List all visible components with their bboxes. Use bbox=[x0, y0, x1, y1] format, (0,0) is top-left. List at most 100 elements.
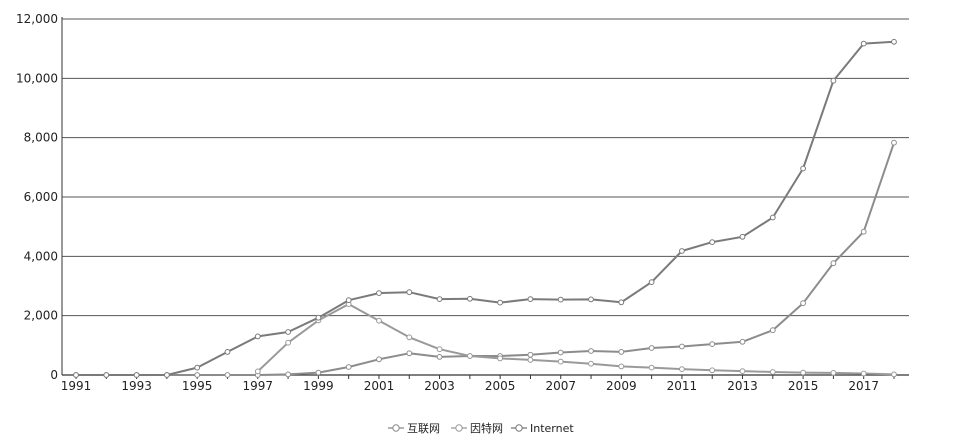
data-point bbox=[739, 368, 746, 375]
data-point bbox=[406, 289, 413, 296]
x-tick-label: 2009 bbox=[606, 379, 637, 393]
data-point bbox=[467, 295, 473, 302]
data-point bbox=[891, 38, 897, 45]
data-point bbox=[679, 343, 685, 350]
x-tick-label: 1999 bbox=[303, 379, 334, 393]
data-point bbox=[557, 349, 564, 356]
legend-label: Internet bbox=[530, 422, 574, 435]
x-tick-label: 1995 bbox=[182, 379, 213, 393]
data-point bbox=[618, 299, 625, 306]
data-point bbox=[194, 364, 201, 371]
x-tick-label: 2003 bbox=[424, 379, 455, 393]
data-point bbox=[588, 360, 594, 367]
data-point bbox=[709, 239, 716, 246]
x-tick-label: 1997 bbox=[243, 379, 274, 393]
legend-marker-point bbox=[515, 424, 523, 432]
data-point bbox=[285, 339, 292, 346]
data-point bbox=[769, 369, 776, 375]
data-point bbox=[769, 327, 776, 334]
y-tick-label: 10,000 bbox=[16, 71, 58, 85]
grid-lines bbox=[62, 18, 909, 317]
data-point bbox=[830, 77, 837, 84]
data-point bbox=[315, 369, 322, 376]
data-point bbox=[194, 372, 201, 378]
data-point bbox=[800, 165, 806, 172]
data-point bbox=[588, 296, 594, 303]
x-tick-label: 2015 bbox=[788, 379, 819, 393]
y-tick-label: 12,000 bbox=[16, 12, 58, 26]
data-point bbox=[285, 371, 292, 378]
data-point bbox=[224, 349, 231, 355]
data-point bbox=[860, 228, 867, 235]
data-point bbox=[376, 356, 382, 363]
x-tick-label: 2013 bbox=[727, 379, 758, 393]
data-point bbox=[527, 357, 534, 363]
data-point bbox=[648, 279, 655, 286]
data-point bbox=[800, 369, 806, 376]
data-point bbox=[709, 367, 716, 374]
series-line-1 bbox=[76, 142, 895, 376]
data-point bbox=[436, 346, 443, 353]
data-point bbox=[497, 299, 504, 306]
data-point bbox=[891, 139, 897, 146]
data-point bbox=[709, 341, 716, 348]
legend-marker-point bbox=[455, 424, 463, 432]
data-point bbox=[557, 358, 564, 365]
y-tick-label: 6,000 bbox=[24, 190, 58, 204]
data-point bbox=[224, 372, 231, 378]
data-point bbox=[285, 329, 292, 335]
x-tick-label: 2005 bbox=[485, 379, 516, 393]
x-tick-label: 2007 bbox=[545, 379, 576, 393]
data-point bbox=[891, 371, 897, 378]
data-point bbox=[467, 353, 473, 359]
data-point bbox=[103, 372, 110, 378]
data-point bbox=[739, 233, 746, 240]
data-point bbox=[73, 372, 79, 378]
data-point bbox=[345, 364, 352, 370]
data-point bbox=[315, 314, 322, 321]
data-point bbox=[860, 40, 867, 47]
data-point bbox=[557, 296, 564, 303]
data-point bbox=[376, 290, 382, 297]
data-point bbox=[376, 317, 382, 324]
data-point bbox=[406, 334, 413, 341]
data-point bbox=[860, 370, 867, 377]
plot-area bbox=[73, 38, 897, 378]
data-point bbox=[436, 296, 443, 303]
data-point bbox=[830, 370, 837, 376]
y-tick-label: 2,000 bbox=[24, 309, 58, 323]
data-point bbox=[769, 214, 776, 221]
legend: 互联网 因特网 Internet bbox=[388, 421, 574, 435]
data-point bbox=[527, 296, 534, 303]
y-tick-label: 0 bbox=[50, 368, 58, 382]
series-line-2 bbox=[257, 303, 895, 376]
y-tick-label: 8,000 bbox=[24, 131, 58, 145]
data-point bbox=[527, 351, 534, 358]
data-point bbox=[648, 345, 655, 351]
legend-label: 因特网 bbox=[470, 421, 503, 435]
x-tick-label: 2011 bbox=[667, 379, 698, 393]
y-tick-label: 4,000 bbox=[24, 249, 58, 263]
series-line-3 bbox=[76, 40, 895, 376]
data-point bbox=[679, 248, 685, 254]
data-point bbox=[497, 355, 504, 362]
data-point bbox=[800, 300, 806, 307]
data-point bbox=[739, 338, 746, 345]
data-point bbox=[345, 297, 352, 304]
legend-marker-point bbox=[392, 424, 400, 432]
data-point bbox=[436, 354, 443, 360]
data-point bbox=[164, 372, 170, 378]
data-point bbox=[618, 349, 625, 355]
data-point bbox=[618, 363, 625, 370]
axes bbox=[61, 17, 909, 379]
data-point bbox=[133, 372, 140, 378]
data-point bbox=[648, 364, 655, 371]
y-axis-tick-labels: 0 2,000 4,000 6,000 8,000 10,000 12,000 bbox=[16, 12, 58, 382]
x-axis-tick-labels: 1991 1993 1995 1997 1999 2001 2003 2005 2007 2009… bbox=[61, 379, 879, 393]
data-point bbox=[254, 333, 261, 340]
data-point bbox=[588, 348, 594, 354]
data-point bbox=[830, 260, 837, 267]
legend-label: 互联网 bbox=[407, 422, 440, 435]
x-tick-label: 1991 bbox=[61, 379, 92, 393]
